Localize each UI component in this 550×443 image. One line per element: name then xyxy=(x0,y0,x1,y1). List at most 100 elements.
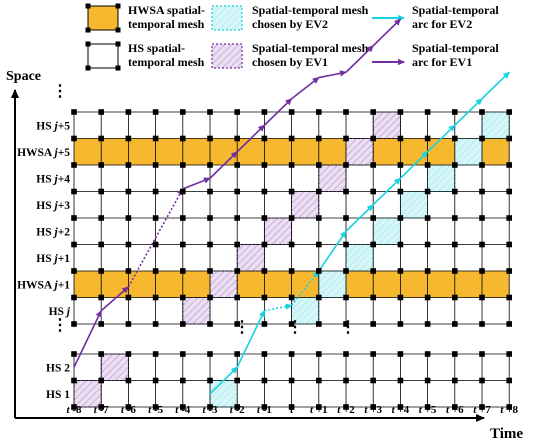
ev2-arc-segment xyxy=(264,303,293,312)
mesh-node xyxy=(261,268,268,274)
mesh-node xyxy=(397,294,404,301)
row-label: HS 2 xyxy=(46,362,70,374)
ev1-arc-segment xyxy=(372,18,402,47)
mesh-node xyxy=(71,109,77,115)
time-tick-label: t +2 xyxy=(337,404,355,416)
time-tick-label: t +3 xyxy=(364,404,382,416)
mesh-node xyxy=(424,321,431,327)
mesh-node xyxy=(506,109,512,115)
mesh-node xyxy=(125,404,132,410)
legend-ev2-mesh: Spatial-temporal mesh chosen by EV2 xyxy=(211,3,369,31)
mesh-node xyxy=(98,109,104,115)
mesh-node xyxy=(424,404,431,410)
mesh-node xyxy=(71,215,77,221)
mesh-node xyxy=(397,404,404,410)
mesh-node xyxy=(288,162,295,168)
mesh-node xyxy=(452,241,458,248)
y-axis-label: Space xyxy=(6,69,41,84)
ev1-mesh xyxy=(100,353,129,381)
mesh-node xyxy=(288,241,295,248)
ev2-mesh xyxy=(481,111,510,139)
mesh-node xyxy=(288,321,295,327)
mesh-node xyxy=(370,241,376,248)
legend: HWSA spatial-temporal mesh HS spatial-te… xyxy=(85,3,499,71)
mesh-node xyxy=(479,351,485,357)
mesh-node xyxy=(316,162,322,168)
mesh-node xyxy=(424,162,431,168)
mesh-node xyxy=(316,351,322,357)
mesh-node xyxy=(125,268,132,274)
mesh-node xyxy=(288,109,295,115)
time-tick-label: t -3 xyxy=(203,404,218,416)
mesh-node xyxy=(180,294,186,301)
mesh-node xyxy=(125,351,132,357)
mesh-node xyxy=(71,135,77,142)
x-axis-label: Time xyxy=(490,426,523,442)
ev2-arc-segment xyxy=(345,204,374,232)
legend-hwsa-mesh: HWSA spatial-temporal mesh xyxy=(85,3,205,33)
mesh-node xyxy=(316,377,322,384)
ev2-mesh xyxy=(345,244,374,272)
mesh-node xyxy=(397,109,404,115)
mesh-node xyxy=(234,268,240,274)
mesh-node xyxy=(424,241,431,248)
mesh-node xyxy=(234,109,240,115)
mesh-node xyxy=(152,162,159,168)
mesh-node xyxy=(71,351,77,357)
mesh-node xyxy=(98,135,104,142)
ev1-arc-segment xyxy=(73,309,102,368)
mesh-node xyxy=(316,215,322,221)
mesh-node xyxy=(261,109,268,115)
mesh-node xyxy=(370,294,376,301)
ev1-mesh xyxy=(236,244,265,272)
mesh-node xyxy=(125,294,132,301)
mesh-node xyxy=(125,135,132,142)
mesh-node xyxy=(452,404,458,410)
time-tick-label: t +5 xyxy=(419,404,437,416)
mesh-node xyxy=(343,268,349,274)
mesh-node xyxy=(452,351,458,357)
mesh-node xyxy=(288,294,295,301)
mesh-node xyxy=(234,404,240,410)
mesh-node xyxy=(261,188,268,195)
mesh-node xyxy=(152,215,159,221)
mesh-node xyxy=(506,241,512,248)
mesh-node xyxy=(397,135,404,142)
mesh-node xyxy=(261,351,268,357)
mesh-node xyxy=(152,241,159,248)
time-tick-label: t -8 xyxy=(67,404,82,416)
mesh-node xyxy=(98,351,104,357)
row-label: HS j xyxy=(49,306,71,318)
mesh-node xyxy=(261,162,268,168)
mesh-node xyxy=(316,268,322,274)
mesh-node xyxy=(207,321,213,327)
mesh-node xyxy=(207,241,213,248)
mesh-node xyxy=(479,294,485,301)
mesh-node xyxy=(397,377,404,384)
ev1-arc-segment xyxy=(209,151,238,179)
mesh-node xyxy=(479,135,485,142)
mesh-node xyxy=(452,215,458,221)
mesh-node xyxy=(424,351,431,357)
mesh-node xyxy=(207,188,213,195)
ev1-mesh xyxy=(209,270,238,298)
mesh-node xyxy=(479,215,485,221)
time-tick-label: t -5 xyxy=(148,404,163,416)
row-label: HS j+2 xyxy=(36,226,70,238)
hwsa-swatch xyxy=(87,5,119,31)
mesh-node xyxy=(452,294,458,301)
mesh-node xyxy=(452,188,458,195)
ev2-arc-segment xyxy=(318,230,347,272)
ev1-arc-segment xyxy=(345,45,374,73)
mesh-node xyxy=(424,135,431,142)
mesh-node xyxy=(288,188,295,195)
legend-hs-mesh: HS spatial-temporal mesh xyxy=(85,41,205,71)
mesh-node xyxy=(261,215,268,221)
mesh-node xyxy=(506,321,512,327)
axes: Space Time xyxy=(6,69,523,442)
mesh-node xyxy=(234,321,240,327)
row-label: HS j+4 xyxy=(36,173,70,185)
mesh-node xyxy=(370,351,376,357)
mesh-node xyxy=(370,135,376,142)
